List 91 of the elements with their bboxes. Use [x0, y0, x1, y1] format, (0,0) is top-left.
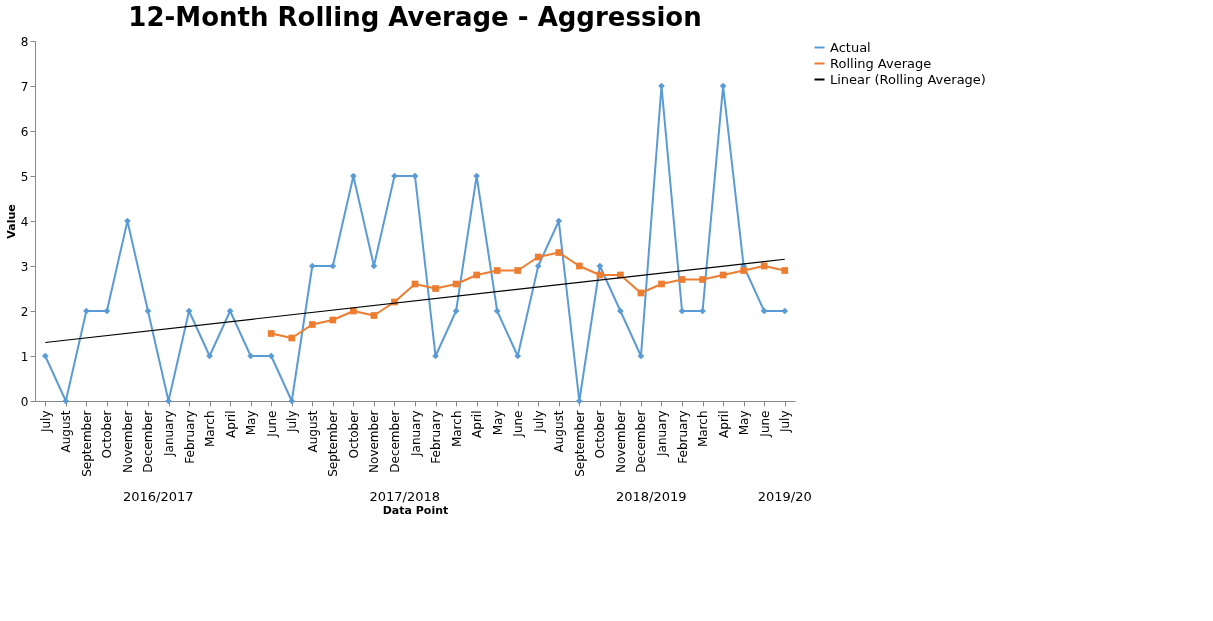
x-tick-label: July [285, 410, 300, 434]
x-axis-title: Data Point [382, 503, 449, 517]
point [514, 267, 522, 274]
point [781, 307, 789, 315]
chart-title: 12-Month Rolling Average - Aggression [128, 2, 702, 32]
x-tick-label: July [38, 410, 53, 434]
point [370, 312, 378, 319]
point [719, 82, 727, 90]
point [596, 262, 604, 270]
x-tick-label: April [716, 410, 731, 438]
x-tick-label: August [305, 410, 320, 453]
x-tick-label: March [449, 410, 464, 448]
x-tick-label: December [141, 410, 156, 473]
point [144, 307, 152, 315]
y-tick-label: 8 [20, 34, 29, 49]
y-tick-label: 4 [20, 214, 29, 229]
point [575, 262, 583, 270]
legend-label: Actual [830, 39, 871, 55]
x-tick-label: March [203, 410, 218, 448]
x-tick-label: August [59, 410, 74, 453]
point [288, 334, 296, 342]
point [473, 271, 480, 279]
x-tick-label: November [120, 410, 135, 473]
legend-label: Rolling Average [830, 55, 932, 71]
x-tick-label: December [387, 410, 402, 473]
point [103, 307, 111, 315]
x-tick-label: December [634, 410, 649, 473]
point [740, 267, 747, 274]
point [575, 397, 583, 405]
point [678, 276, 686, 283]
x-tick-label: April [223, 410, 238, 438]
point [411, 172, 419, 180]
x-tick-label: September [326, 410, 341, 477]
point [699, 276, 706, 283]
x-tick-label: February [675, 410, 690, 464]
y-tick-label: 3 [20, 259, 29, 274]
x-tick-label: February [429, 410, 444, 464]
y-tick-label: 1 [20, 349, 29, 364]
y-axis-title: Value [4, 204, 18, 239]
point [493, 267, 501, 274]
x-tick-label: August [552, 410, 567, 453]
y-tick-label: 5 [20, 169, 29, 184]
x-tick-label: June [511, 410, 526, 438]
point [329, 262, 337, 270]
y-tick-label: 7 [20, 79, 29, 94]
x-tick-label: October [100, 410, 115, 459]
point [226, 307, 234, 315]
x-tick-label: January [162, 410, 177, 457]
text: 2017/2018 [369, 489, 441, 504]
point [267, 330, 275, 337]
x-tick-label: May [737, 410, 752, 436]
text: 2019/20 [757, 489, 812, 504]
point [534, 253, 542, 261]
point [555, 249, 563, 256]
point [658, 280, 665, 288]
point [493, 307, 501, 315]
x-tick-label: October [346, 410, 361, 459]
point [781, 267, 789, 274]
point [83, 307, 90, 315]
point [534, 262, 542, 270]
x-tick-label: October [593, 410, 608, 459]
y-tick-label: 0 [20, 394, 29, 409]
point [760, 307, 768, 315]
x-tick-label: September [79, 410, 94, 477]
x-tick-label: November [613, 410, 628, 473]
legend-label: Linear (Rolling Average) [830, 71, 986, 87]
point [308, 321, 316, 328]
point [760, 262, 768, 270]
x-tick-label: January [408, 410, 423, 457]
y-tick-label: 2 [20, 304, 29, 319]
x-tick-label: November [367, 410, 382, 473]
point [452, 307, 460, 315]
text: 2016/2017 [122, 489, 194, 504]
x-tick-label: June [757, 410, 772, 438]
point [678, 307, 686, 315]
x-tick-label: May [244, 410, 259, 436]
point [329, 316, 337, 324]
x-tick-label: May [490, 410, 505, 436]
point [308, 262, 316, 270]
x-tick-label: March [696, 410, 711, 448]
x-tick-label: July [531, 410, 546, 434]
x-tick-label: July [778, 410, 793, 434]
x-tick-label: January [654, 410, 669, 457]
x-tick-label: September [572, 410, 587, 477]
y-tick-label: 6 [20, 124, 29, 139]
x-tick-label: June [264, 410, 279, 438]
text: 2018/2019 [615, 489, 687, 504]
point [432, 285, 439, 292]
x-tick-label: February [182, 410, 197, 464]
point [41, 352, 49, 360]
x-tick-label: April [470, 410, 485, 438]
